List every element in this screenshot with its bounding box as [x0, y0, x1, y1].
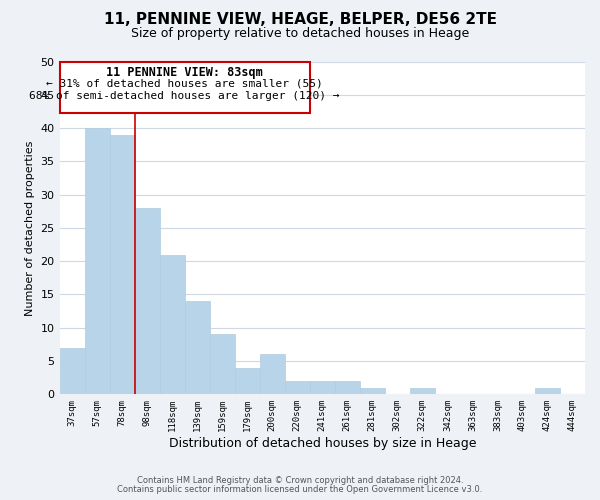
Bar: [285, 381, 310, 394]
Text: 11, PENNINE VIEW, HEAGE, BELPER, DE56 2TE: 11, PENNINE VIEW, HEAGE, BELPER, DE56 2T…: [104, 12, 497, 28]
Bar: [110, 134, 134, 394]
Text: Size of property relative to detached houses in Heage: Size of property relative to detached ho…: [131, 28, 469, 40]
Text: Contains public sector information licensed under the Open Government Licence v3: Contains public sector information licen…: [118, 485, 482, 494]
Text: 68% of semi-detached houses are larger (120) →: 68% of semi-detached houses are larger (…: [29, 92, 340, 102]
Bar: [335, 381, 360, 394]
Bar: [185, 301, 209, 394]
Y-axis label: Number of detached properties: Number of detached properties: [25, 140, 35, 316]
Bar: [310, 381, 335, 394]
Text: 11 PENNINE VIEW: 83sqm: 11 PENNINE VIEW: 83sqm: [106, 66, 263, 79]
Bar: [260, 354, 285, 395]
Bar: [160, 254, 185, 394]
Bar: [134, 208, 160, 394]
Bar: [360, 388, 385, 394]
Bar: [235, 368, 260, 394]
Bar: [410, 388, 435, 394]
Bar: [59, 348, 85, 395]
X-axis label: Distribution of detached houses by size in Heage: Distribution of detached houses by size …: [169, 437, 476, 450]
Text: ← 31% of detached houses are smaller (55): ← 31% of detached houses are smaller (55…: [46, 78, 323, 88]
Text: Contains HM Land Registry data © Crown copyright and database right 2024.: Contains HM Land Registry data © Crown c…: [137, 476, 463, 485]
FancyBboxPatch shape: [59, 62, 310, 114]
Bar: [209, 334, 235, 394]
Bar: [85, 128, 110, 394]
Bar: [535, 388, 560, 394]
